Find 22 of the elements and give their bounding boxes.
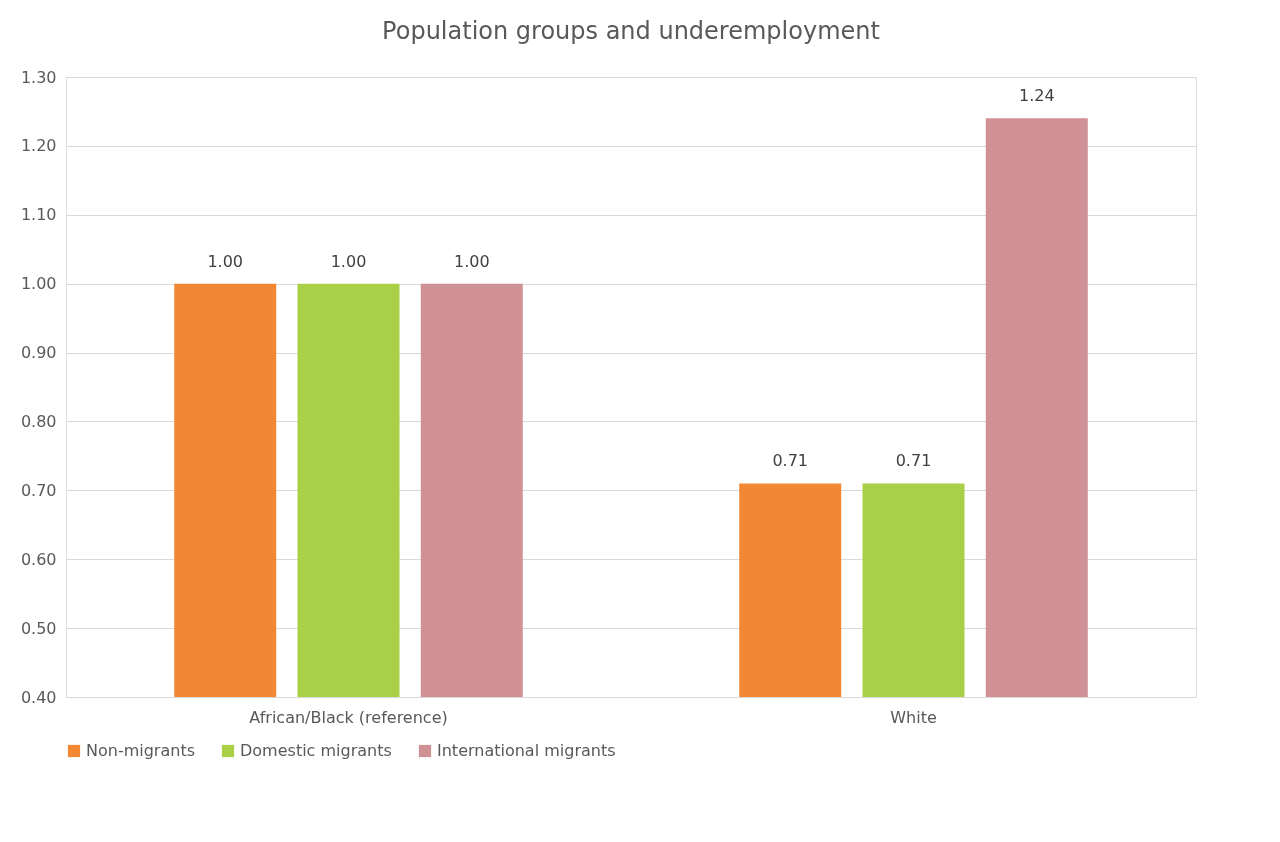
y-tick-label: 1.20 (20, 136, 57, 156)
data-label: 1.00 (207, 251, 244, 271)
y-tick-label: 1.10 (20, 205, 57, 225)
data-label: 0.71 (772, 451, 809, 471)
data-label: 0.71 (895, 451, 932, 471)
y-tick-label: 0.70 (20, 480, 57, 500)
data-label: 1.00 (453, 251, 490, 271)
x-tick-label: White (890, 707, 937, 727)
y-tick-label: 0.60 (20, 549, 57, 569)
data-label: 1.00 (330, 251, 367, 271)
chart-title: Population groups and underemployment (382, 17, 880, 45)
data-label: 1.24 (1018, 86, 1055, 106)
y-tick-label: 0.90 (20, 343, 57, 363)
legend-label: International migrants (437, 741, 616, 760)
y-tick-label: 0.40 (20, 687, 57, 707)
legend-label: Domestic migrants (240, 741, 392, 760)
legend-label: Non-migrants (86, 741, 195, 760)
y-tick-label: 0.50 (20, 618, 57, 638)
x-tick-label: African/Black (reference) (249, 707, 448, 727)
y-tick-label: 1.00 (20, 274, 57, 294)
y-tick-label: 1.30 (20, 67, 57, 87)
y-tick-label: 0.80 (20, 411, 57, 431)
